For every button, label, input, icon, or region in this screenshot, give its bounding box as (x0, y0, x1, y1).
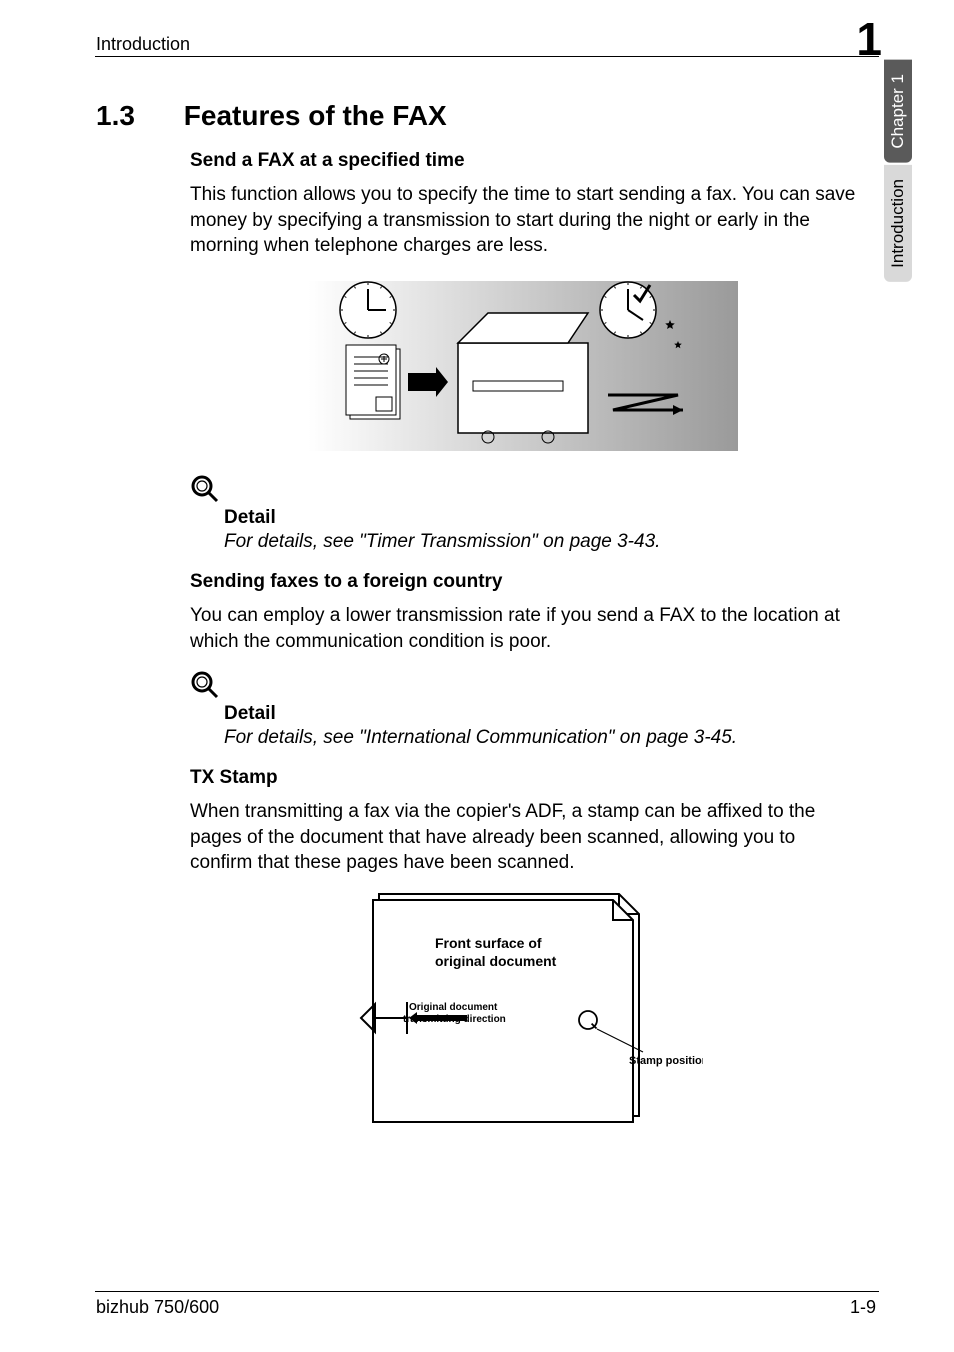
magnifier-icon (190, 474, 220, 504)
section-heading: 1.3 Features of the FAX (96, 100, 856, 132)
content-area: 1.3 Features of the FAX Send a FAX at a … (96, 90, 856, 1147)
side-tabs: Chapter 1 Introduction (884, 60, 914, 284)
sub-heading-2: Sending faxes to a foreign country (190, 571, 856, 593)
footer-right: 1-9 (850, 1297, 876, 1318)
sub-heading-3: TX Stamp (190, 767, 856, 789)
header-rule (95, 56, 879, 57)
svg-text:Front surface of: Front surface of (435, 935, 542, 951)
detail-text-2: For details, see "International Communic… (224, 727, 856, 749)
footer-left: bizhub 750/600 (96, 1297, 219, 1318)
detail-label-2: Detail (224, 703, 856, 725)
body-3: When transmitting a fax via the copier's… (190, 799, 856, 876)
detail-label-1: Detail (224, 507, 856, 529)
figure-timer-svg (308, 275, 738, 457)
footer-rule (95, 1291, 879, 1292)
section-title: Features of the FAX (184, 100, 447, 131)
figure-timer (308, 275, 738, 460)
sub-heading-1: Send a FAX at a specified time (190, 150, 856, 172)
figure-txstamp-svg: Front surface of original document Origina… (343, 892, 703, 1142)
svg-text:original document: original document (435, 953, 557, 969)
detail-text-1: For details, see "Timer Transmission" on… (224, 531, 856, 553)
svg-text:Stamp position: Stamp position (629, 1055, 703, 1067)
corner-number: 1 (856, 12, 882, 66)
magnifier-icon (190, 670, 220, 700)
svg-text:transmitting direction: transmitting direction (403, 1014, 506, 1025)
tab-chapter: Chapter 1 (884, 60, 912, 163)
body-1: This function allows you to specify the … (190, 182, 856, 259)
section-number: 1.3 (96, 100, 176, 132)
figure-txstamp: Front surface of original document Origina… (343, 892, 703, 1147)
svg-text:Original document: Original document (409, 1002, 498, 1013)
running-head: Introduction (96, 34, 190, 55)
body-2: You can employ a lower transmission rate… (190, 603, 856, 654)
tab-section: Introduction (884, 165, 912, 282)
